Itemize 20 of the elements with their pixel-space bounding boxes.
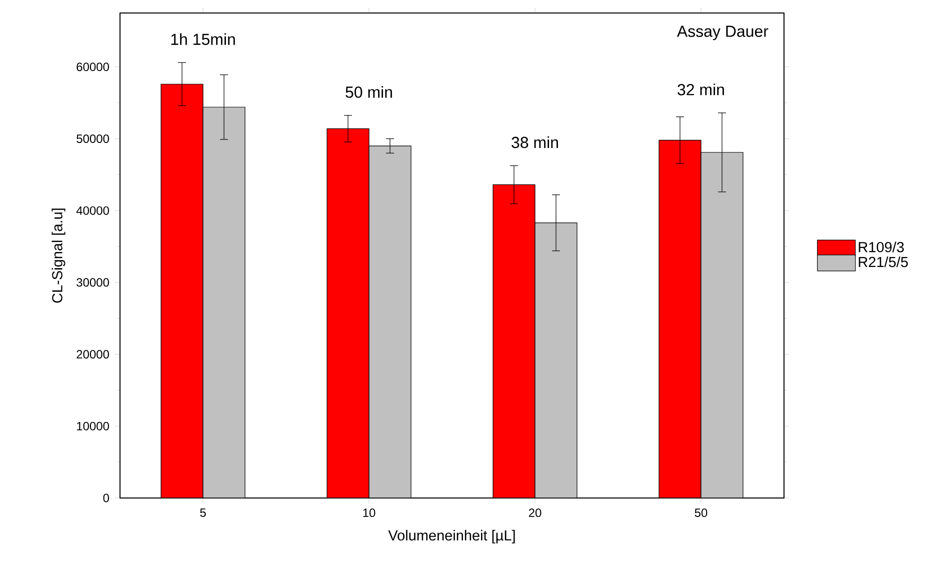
x-tick-label: 50 [694, 508, 708, 518]
annotation: 32 min [678, 84, 724, 96]
annotation: 50 min [346, 86, 392, 98]
annotation: Assay Dauer [676, 26, 768, 40]
y-tick-label: 0 [103, 494, 110, 502]
y-tick-label: 20000 [76, 350, 109, 359]
x-axis-title: Volumeneinheit [µL] [388, 530, 515, 544]
x-tick-label: 5 [200, 508, 206, 517]
annotation: 38 min [512, 136, 558, 148]
y-tick-label: 50000 [76, 134, 109, 143]
y-tick-label: 10000 [77, 422, 109, 430]
x-tick-label: 20 [528, 508, 542, 518]
y-tick-label: 30000 [76, 278, 109, 287]
annotation: 1h 15min [171, 33, 235, 46]
x-tick-label: 10 [363, 508, 376, 518]
y-tick-label: 40000 [76, 206, 109, 215]
y-axis-title: CL-Signal [a.u] [52, 208, 66, 303]
y-tick-label: 60000 [76, 62, 109, 72]
legend-label: R109/3 [858, 242, 904, 252]
legend-label: R21/5/5 [858, 256, 908, 268]
